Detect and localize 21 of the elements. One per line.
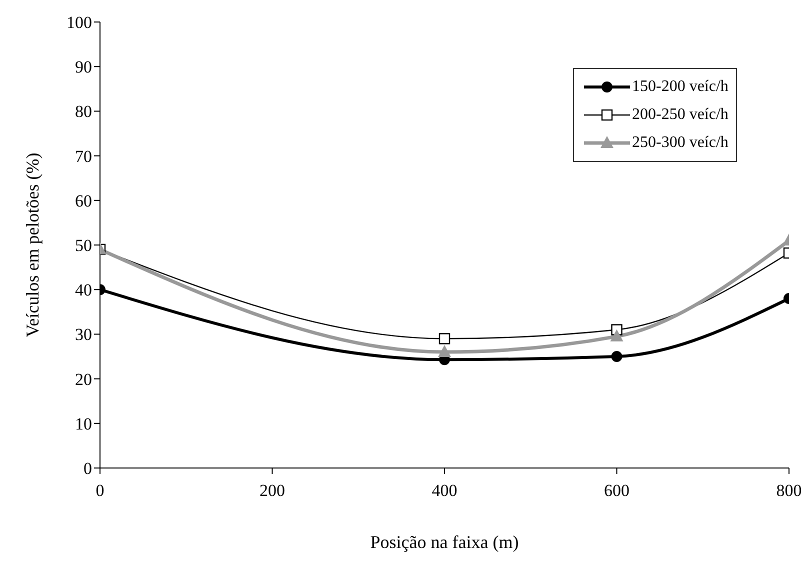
y-tick-label: 30 [75,325,92,344]
y-tick-label: 60 [75,191,92,210]
x-tick-label: 400 [432,481,458,500]
y-tick-label: 40 [75,280,92,300]
y-tick-label: 10 [75,414,92,434]
y-tick-label: 80 [75,102,92,122]
y-tick-label: 90 [75,58,92,77]
legend-label: 200-250 veíc/h [632,106,728,124]
legend-label: 250-300 veíc/h [632,134,728,152]
y-tick-label: 0 [84,459,92,478]
y-axis-title: Veículos em pelotões (%) [22,152,42,338]
y-tick-label: 20 [75,370,92,389]
x-tick-label: 600 [604,481,630,500]
y-tick-label: 100 [66,13,92,32]
x-tick-label: 800 [776,481,802,500]
y-tick-label: 70 [75,146,92,166]
x-axis-title: Posição na faixa (m) [370,532,519,552]
y-tick-label: 50 [75,236,92,256]
legend-label: 150-200 veíc/h [632,78,728,96]
x-tick-label: 200 [260,481,285,500]
x-tick-label: 0 [96,481,104,500]
